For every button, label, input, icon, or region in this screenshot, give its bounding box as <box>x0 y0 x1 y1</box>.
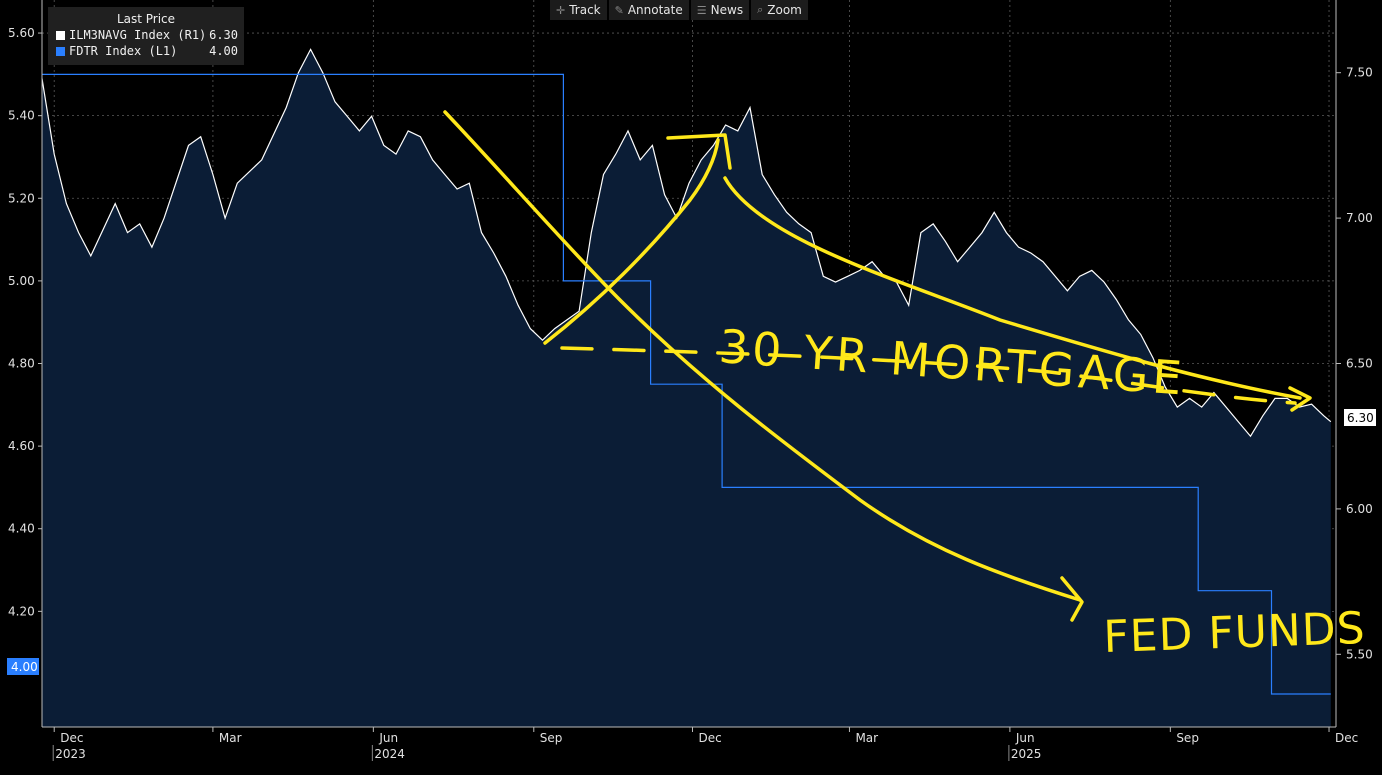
left-axis-tick-label: 4.40 <box>8 522 35 536</box>
left-last-value-tag: 4.00 <box>7 658 39 675</box>
left-axis-tick-label: 4.60 <box>8 439 35 453</box>
legend-name-mortgage: ILM3NAVG Index (R1) <box>69 28 207 42</box>
legend-value-mortgage: 6.30 <box>209 28 238 42</box>
right-axis-tick-label: 6.00 <box>1346 502 1373 516</box>
x-axis-tick-label: Dec <box>1335 731 1358 745</box>
chart-toolbar: ✛ Track ✎ Annotate ☰ News ⌕ Zoom <box>550 0 808 20</box>
left-axis-tick-label: 5.20 <box>8 191 35 205</box>
legend-name-fed-funds: FDTR Index (L1) <box>69 44 178 58</box>
legend-swatch-mortgage <box>56 30 65 40</box>
x-axis-tick-label: Jun <box>1015 731 1035 745</box>
fed-funds-arrowhead <box>1060 576 1084 622</box>
mortgage-dashed-line <box>560 346 1297 405</box>
x-axis-tick-label: Sep <box>540 731 563 745</box>
track-label: Track <box>569 3 601 17</box>
mortgage-rise-arrowhead <box>666 133 732 170</box>
right-axis-tick-label: 5.50 <box>1346 647 1373 661</box>
x-axis-tick-label: Dec <box>60 731 83 745</box>
news-icon: ☰ <box>696 3 707 17</box>
left-axis-tick-label: 5.00 <box>8 274 35 288</box>
right-axis-tick-label: 7.50 <box>1346 66 1373 80</box>
mortgage-decline-curve <box>723 176 1302 400</box>
right-last-value: 6.30 <box>1347 411 1374 425</box>
left-axis-tick-label: 5.60 <box>8 26 35 40</box>
legend-swatch-fed-funds <box>56 46 65 56</box>
annotate-button[interactable]: ✎ Annotate <box>608 0 689 20</box>
track-button[interactable]: ✛ Track <box>550 0 607 20</box>
news-label: News <box>710 3 744 17</box>
fed-funds-annotation-label: FED FUNDS <box>1103 603 1367 663</box>
mortgage-rate-line <box>41 48 1332 438</box>
left-axis-tick-label: 5.40 <box>8 109 35 123</box>
legend: Last Price ILM3NAVG Index (R1) 6.30 FDTR… <box>48 7 244 65</box>
right-last-value-tag: 6.30 <box>1344 409 1376 426</box>
x-axis-tick-label: Dec <box>698 731 721 745</box>
mortgage-area-fill <box>42 49 1331 727</box>
left-axis-tick-label: 4.80 <box>8 357 35 371</box>
magnifier-icon: ⌕ <box>757 3 764 16</box>
crosshair-icon: ✛ <box>556 3 566 17</box>
mortgage-rise-arrow-stroke <box>543 138 720 345</box>
annotate-label: Annotate <box>627 3 683 17</box>
x-axis-tick-label: Mar <box>219 731 242 745</box>
x-axis-tick-label: Jun <box>378 731 398 745</box>
x-axis-tick-label: Mar <box>855 731 878 745</box>
dashed-line-arrowhead <box>1288 386 1312 412</box>
left-axis-tick-label: 4.20 <box>8 604 35 618</box>
left-last-value: 4.00 <box>11 660 38 674</box>
x-axis-year-label: 2024 <box>374 747 405 761</box>
right-axis-tick-label: 6.50 <box>1346 357 1373 371</box>
right-axis-tick-label: 7.00 <box>1346 211 1373 225</box>
x-axis-year-label: 2023 <box>55 747 86 761</box>
zoom-button[interactable]: ⌕ Zoom <box>751 0 808 20</box>
fed-funds-step-line <box>42 73 1331 695</box>
handwritten-annotations <box>443 110 1312 622</box>
news-button[interactable]: ☰ News <box>690 0 750 20</box>
zoom-label: Zoom <box>767 3 802 17</box>
legend-row-fed-funds[interactable]: FDTR Index (L1) 4.00 <box>48 43 244 59</box>
x-axis-tick-label: Sep <box>1176 731 1199 745</box>
legend-row-mortgage[interactable]: ILM3NAVG Index (R1) 6.30 <box>48 27 244 43</box>
x-axis-year-label: 2025 <box>1011 747 1042 761</box>
axes: 4.20 4.40 4.60 4.80 5.00 5.20 5.40 5.60 5.50 6.00… <box>8 0 1373 761</box>
fed-funds-decline-curve <box>443 110 1082 602</box>
pencil-icon: ✎ <box>614 3 624 17</box>
legend-value-fed-funds: 4.00 <box>209 44 238 58</box>
legend-title: Last Price <box>116 12 176 26</box>
